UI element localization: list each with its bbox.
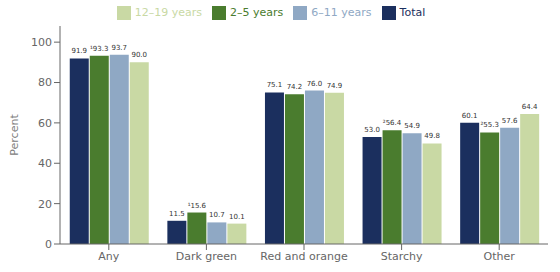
svg-text:²55.3: ²55.3 [480, 121, 498, 129]
svg-text:60: 60 [38, 117, 52, 130]
svg-text:57.6: 57.6 [502, 117, 518, 125]
svg-text:Dark green: Dark green [176, 250, 237, 263]
svg-text:74.2: 74.2 [287, 83, 303, 91]
svg-text:Other: Other [484, 250, 516, 263]
svg-text:93.7: 93.7 [111, 44, 127, 52]
svg-text:Percent: Percent [8, 114, 21, 156]
svg-text:90.0: 90.0 [131, 51, 147, 59]
svg-text:74.9: 74.9 [327, 82, 343, 90]
svg-text:40: 40 [38, 157, 52, 170]
svg-text:Starchy: Starchy [381, 250, 423, 263]
svg-text:53.0: 53.0 [364, 126, 380, 134]
svg-text:¹15.6: ¹15.6 [188, 202, 207, 210]
svg-text:49.8: 49.8 [424, 132, 440, 140]
svg-text:54.9: 54.9 [404, 122, 420, 130]
svg-text:75.1: 75.1 [267, 81, 283, 89]
svg-text:Any: Any [98, 250, 119, 263]
svg-text:11.5: 11.5 [169, 210, 185, 218]
svg-text:91.9: 91.9 [71, 47, 87, 55]
svg-text:76.0: 76.0 [307, 80, 323, 88]
svg-text:64.4: 64.4 [522, 103, 538, 111]
html-text:6–11 years: 6–11 years [311, 6, 372, 19]
svg-text:80: 80 [38, 76, 52, 89]
svg-text:10.1: 10.1 [229, 213, 245, 221]
svg-text:60.1: 60.1 [462, 112, 478, 120]
svg-text:100: 100 [31, 36, 52, 49]
svg-text:Red and orange: Red and orange [260, 250, 348, 263]
html-text:2–5 years: 2–5 years [230, 6, 284, 19]
html-text:12–19 years: 12–19 years [134, 6, 202, 19]
html-text:Total: Total [399, 6, 426, 19]
svg-text:¹93.3: ¹93.3 [90, 45, 108, 53]
svg-text:10.7: 10.7 [209, 211, 225, 219]
svg-text:²56.4: ²56.4 [383, 119, 402, 127]
svg-text:20: 20 [38, 198, 52, 211]
svg-text:0: 0 [45, 238, 52, 251]
